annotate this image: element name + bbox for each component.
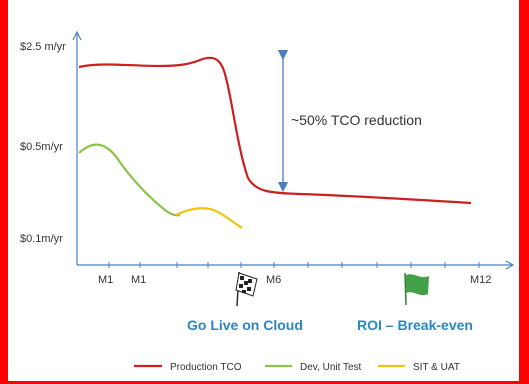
y-tick-label-bottom: $0.1m/yr xyxy=(20,233,63,245)
right-frame-border xyxy=(519,0,529,384)
milestone-roi-label: ROI – Break-even xyxy=(357,317,473,333)
legend-label-sit-uat: SIT & UAT xyxy=(413,362,460,373)
tco-reduction-label: ~50% TCO reduction xyxy=(291,112,422,128)
x-tick-label-m12: M12 xyxy=(470,274,491,286)
x-tick-marks xyxy=(108,262,480,268)
x-tick-label-m6: M6 xyxy=(266,274,281,286)
green-flag-icon xyxy=(404,272,429,306)
series-sit-uat xyxy=(175,207,243,229)
legend-label-dev-unit-test: Dev, Unit Test xyxy=(300,362,362,373)
x-tick-label-m1-a: M1 xyxy=(98,274,113,286)
y-tick-label-mid: $0.5m/yr xyxy=(20,141,63,153)
milestone-go-live-label: Go Live on Cloud xyxy=(187,317,303,333)
series-dev-unit-test xyxy=(78,143,181,217)
checkered-flag-icon xyxy=(235,271,258,307)
left-frame-border xyxy=(0,0,8,384)
y-tick-label-top: $2.5 m/yr xyxy=(20,41,66,53)
legend-label-production-tco: Production TCO xyxy=(170,362,242,373)
legend: Production TCO Dev, Unit Test SIT & UAT xyxy=(134,362,460,373)
y-axis-arrow-icon xyxy=(72,30,82,41)
x-tick-label-m1-b: M1 xyxy=(131,274,146,286)
x-axis-arrow-icon xyxy=(505,260,515,270)
series-production-tco xyxy=(78,56,472,205)
bottom-frame-border xyxy=(0,381,529,384)
